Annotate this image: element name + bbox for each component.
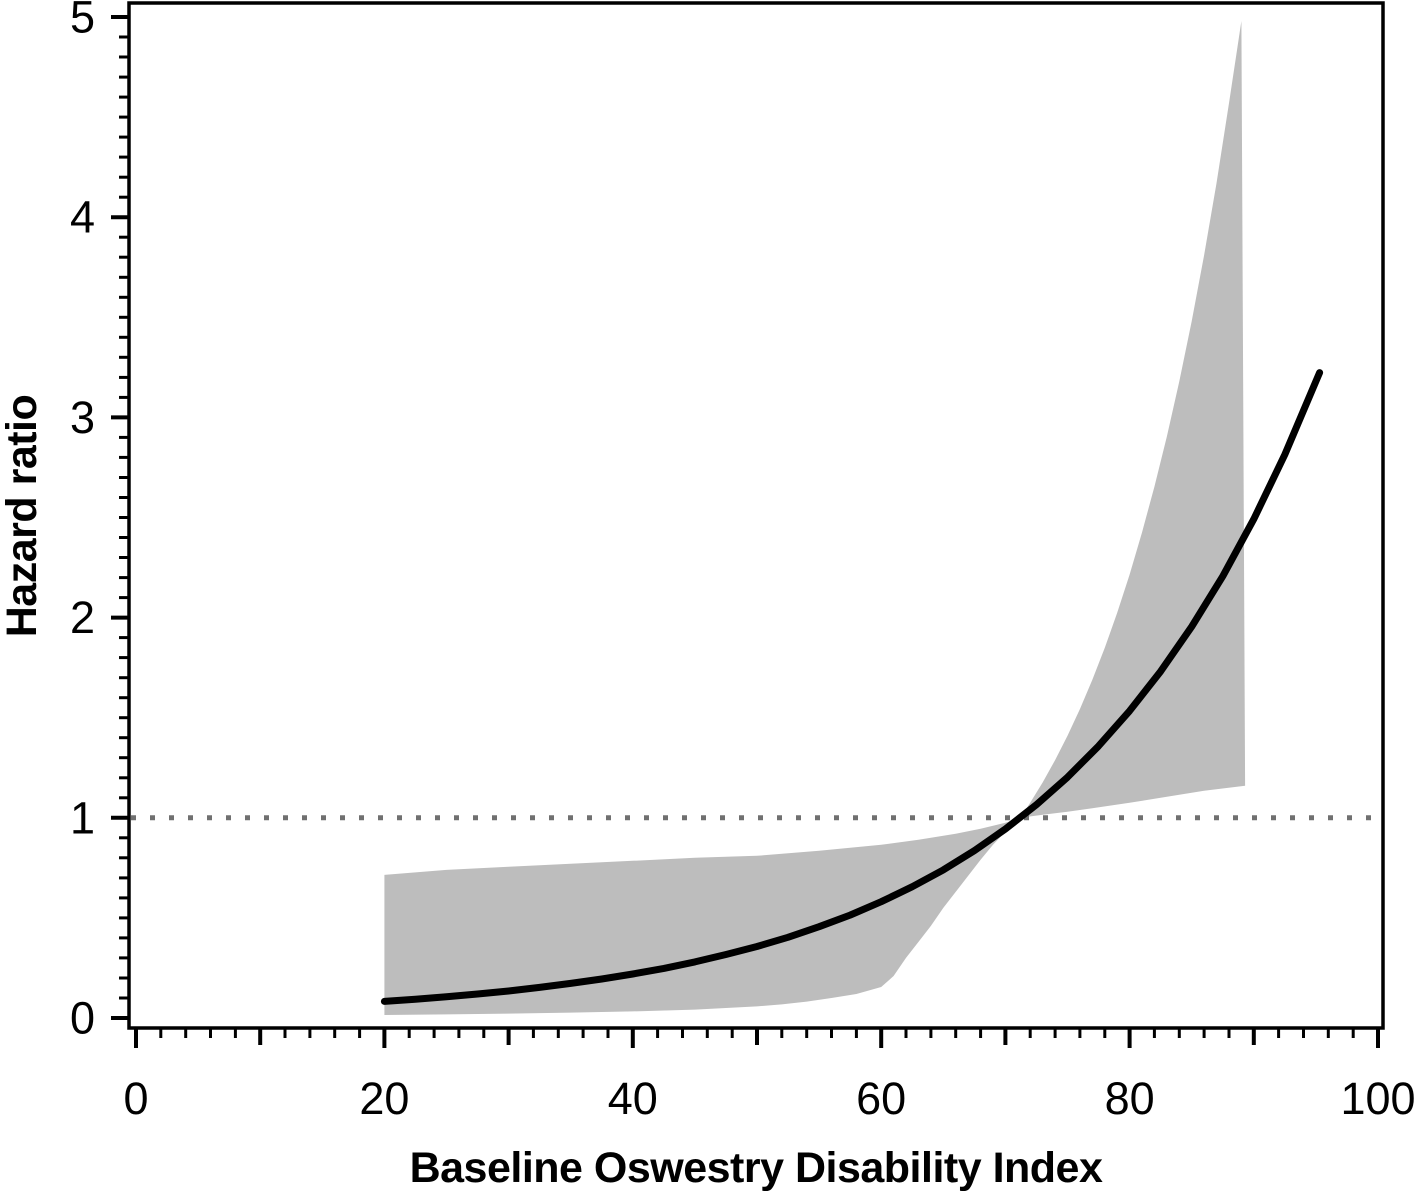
- x-tick-label: 40: [608, 1073, 658, 1124]
- x-tick-label: 60: [856, 1073, 906, 1124]
- x-tick-label: 100: [1340, 1073, 1415, 1124]
- y-tick-label: 1: [70, 792, 95, 843]
- y-axis-title: Hazard ratio: [0, 395, 46, 638]
- y-tick-label: 0: [70, 993, 95, 1044]
- confidence-band: [384, 21, 1246, 1015]
- y-tick-label: 5: [70, 0, 95, 43]
- y-tick-label: 2: [70, 592, 95, 643]
- y-axis-tick-labels: 0 1 2 3 4 5: [70, 0, 95, 1044]
- y-tick-label: 3: [70, 392, 95, 443]
- y-tick-label: 4: [70, 192, 95, 243]
- x-tick-label: 0: [123, 1073, 148, 1124]
- x-axis-title: Baseline Oswestry Disability Index: [410, 1144, 1103, 1192]
- x-axis-tick-labels: 0 20 40 60 80 100: [123, 1073, 1415, 1124]
- y-axis-ticks: [111, 15, 129, 1020]
- x-axis-ticks: [134, 1028, 1380, 1048]
- x-tick-label: 80: [1105, 1073, 1155, 1124]
- hazard-curve: [380, 369, 1324, 1005]
- x-tick-label: 20: [359, 1073, 409, 1124]
